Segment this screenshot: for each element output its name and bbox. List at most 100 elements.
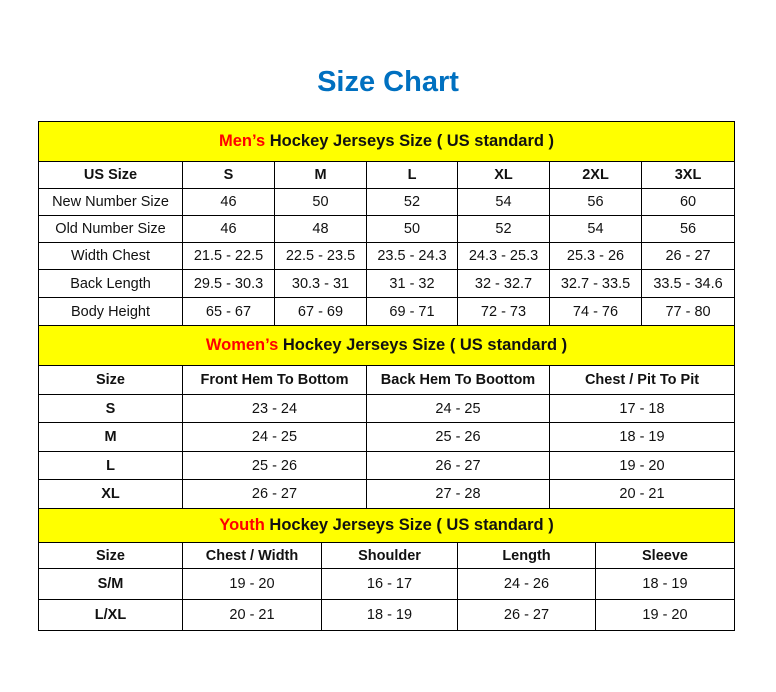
mens-size-table: Men’s Hockey Jerseys Size ( US standard … — [37, 121, 736, 326]
youth-section-header: Youth Hockey Jerseys Size ( US standard … — [37, 508, 736, 543]
table-cell: 77 - 80 — [640, 297, 736, 326]
table-cell: 33.5 - 34.6 — [640, 269, 736, 298]
table-row: S 23 - 24 24 - 25 17 - 18 — [38, 394, 736, 423]
table-cell: 50 — [274, 188, 367, 216]
table-cell: 16 - 17 — [321, 568, 458, 600]
column-header: Size — [38, 365, 183, 395]
table-row: S/M 19 - 20 16 - 17 24 - 26 18 - 19 — [38, 568, 736, 600]
table-row: L/XL 20 - 21 18 - 19 26 - 27 19 - 20 — [38, 599, 736, 631]
table-cell: 54 — [549, 215, 642, 243]
column-header: S — [182, 161, 275, 189]
table-cell: 20 - 21 — [182, 599, 322, 631]
column-header: 3XL — [640, 161, 736, 189]
section-accent: Youth — [219, 516, 265, 534]
row-label: L — [38, 451, 183, 480]
row-label: L/XL — [38, 599, 183, 631]
row-label: Width Chest — [38, 242, 183, 270]
table-cell: 24 - 25 — [366, 394, 550, 423]
section-title: Hockey Jerseys Size ( US standard ) — [264, 516, 554, 534]
column-header: Front Hem To Bottom — [182, 365, 367, 395]
row-label: S/M — [38, 568, 183, 600]
table-cell: 30.3 - 31 — [274, 269, 367, 298]
column-header: M — [274, 161, 367, 189]
column-header: Back Hem To Boottom — [366, 365, 550, 395]
table-cell: 60 — [640, 188, 736, 216]
table-cell: 23 - 24 — [182, 394, 367, 423]
table-row: L 25 - 26 26 - 27 19 - 20 — [38, 451, 736, 480]
column-header: L — [366, 161, 458, 189]
column-header-row: Size Chest / Width Shoulder Length Sleeve — [38, 542, 736, 569]
table-row: M 24 - 25 25 - 26 18 - 19 — [38, 422, 736, 452]
table-cell: 23.5 - 24.3 — [366, 242, 458, 270]
table-cell: 24 - 25 — [182, 422, 367, 452]
table-row: XL 26 - 27 27 - 28 20 - 21 — [38, 479, 736, 509]
section-title: Hockey Jerseys Size ( US standard ) — [265, 132, 555, 150]
table-cell: 56 — [549, 188, 642, 216]
table-cell: 27 - 28 — [366, 479, 550, 509]
table-cell: 18 - 19 — [321, 599, 458, 631]
row-label: XL — [38, 479, 183, 509]
column-header: Size — [38, 542, 183, 569]
table-cell: 18 - 19 — [548, 422, 736, 452]
table-cell: 22.5 - 23.5 — [274, 242, 367, 270]
table-cell: 32 - 32.7 — [457, 269, 550, 298]
table-cell: 26 - 27 — [182, 479, 367, 509]
column-header: Sleeve — [594, 542, 736, 569]
column-header-row: US Size S M L XL 2XL 3XL — [38, 161, 736, 189]
column-header: Chest / Width — [182, 542, 322, 569]
table-cell: 24 - 26 — [457, 568, 596, 600]
table-cell: 52 — [457, 215, 550, 243]
table-cell: 18 - 19 — [594, 568, 736, 600]
column-header: Length — [457, 542, 596, 569]
table-cell: 54 — [457, 188, 550, 216]
section-accent: Women’s — [205, 336, 279, 354]
table-cell: 17 - 18 — [548, 394, 736, 423]
table-cell: 26 - 27 — [366, 451, 550, 480]
table-cell: 26 - 27 — [640, 242, 736, 270]
table-cell: 31 - 32 — [366, 269, 458, 298]
section-title: Hockey Jerseys Size ( US standard ) — [278, 336, 568, 354]
mens-section-header: Men’s Hockey Jerseys Size ( US standard … — [37, 121, 736, 162]
table-cell: 19 - 20 — [548, 451, 736, 480]
table-cell: 50 — [366, 215, 458, 243]
section-accent: Men’s — [219, 132, 266, 150]
table-cell: 52 — [366, 188, 458, 216]
womens-section-header: Women’s Hockey Jerseys Size ( US standar… — [37, 325, 736, 366]
table-cell: 26 - 27 — [457, 599, 596, 631]
youth-size-table: Youth Hockey Jerseys Size ( US standard … — [37, 508, 736, 631]
column-header: Shoulder — [321, 542, 458, 569]
column-header-row: Size Front Hem To Bottom Back Hem To Boott… — [38, 365, 736, 395]
table-row: Old Number Size 46 48 50 52 54 56 — [38, 215, 736, 243]
column-header: 2XL — [549, 161, 642, 189]
table-cell: 67 - 69 — [274, 297, 367, 326]
table-cell: 25 - 26 — [182, 451, 367, 480]
row-label: New Number Size — [38, 188, 183, 216]
table-row: Body Height 65 - 67 67 - 69 69 - 71 72 - 73 7… — [38, 297, 736, 326]
table-cell: 32.7 - 33.5 — [549, 269, 642, 298]
table-row: Width Chest 21.5 - 22.5 22.5 - 23.5 23.5 - … — [38, 242, 736, 270]
table-cell: 19 - 20 — [594, 599, 736, 631]
row-label: Body Height — [38, 297, 183, 326]
row-label: Back Length — [38, 269, 183, 298]
table-cell: 24.3 - 25.3 — [457, 242, 550, 270]
table-cell: 21.5 - 22.5 — [182, 242, 275, 270]
row-label: Old Number Size — [38, 215, 183, 243]
table-cell: 20 - 21 — [548, 479, 736, 509]
table-row: New Number Size 46 50 52 54 56 60 — [38, 188, 736, 216]
table-cell: 46 — [182, 188, 275, 216]
column-header: XL — [457, 161, 550, 189]
table-cell: 65 - 67 — [182, 297, 275, 326]
table-cell: 74 - 76 — [549, 297, 642, 326]
row-label: S — [38, 394, 183, 423]
table-cell: 56 — [640, 215, 736, 243]
table-row: Back Length 29.5 - 30.3 30.3 - 31 31 - 32 32… — [38, 269, 736, 298]
column-header: US Size — [38, 161, 183, 189]
row-label: M — [38, 422, 183, 452]
table-cell: 25.3 - 26 — [549, 242, 642, 270]
womens-size-table: Women’s Hockey Jerseys Size ( US standar… — [37, 325, 736, 509]
table-cell: 46 — [182, 215, 275, 243]
table-cell: 48 — [274, 215, 367, 243]
page-title: Size Chart — [317, 66, 459, 98]
size-chart: Men’s Hockey Jerseys Size ( US standard … — [37, 121, 736, 631]
table-cell: 19 - 20 — [182, 568, 322, 600]
